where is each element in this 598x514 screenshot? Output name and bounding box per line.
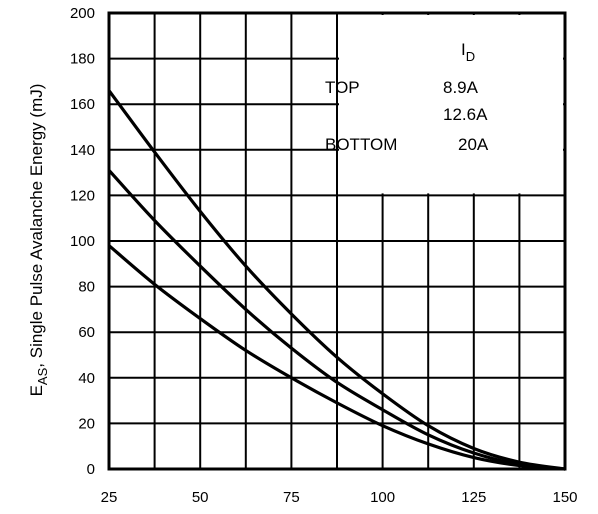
x-tick-label: 100 <box>370 489 395 506</box>
legend-header-sub: D <box>466 49 475 64</box>
legend-value-12-6a: 12.6A <box>443 105 488 124</box>
y-axis-label-main: E <box>27 385 46 396</box>
y-tick-label: 100 <box>70 233 95 250</box>
series-group <box>107 89 566 471</box>
y-axis-label-sub: AS <box>35 367 50 385</box>
plot-frame <box>107 11 567 471</box>
y-tick-labels: 0 20 40 60 80 100 120 140 160 180 200 <box>70 5 95 478</box>
x-tick-label: 25 <box>101 489 118 506</box>
legend-header-main: I <box>461 40 466 59</box>
y-axis-label-rest: , Single Pulse Avalanche Energy (mJ) <box>27 84 46 368</box>
legend-label-bottom: BOTTOM <box>325 135 397 154</box>
x-tick-label: 50 <box>192 489 209 506</box>
x-tick-label: 150 <box>552 489 577 506</box>
series-line-1 <box>107 169 566 471</box>
legend: ID TOP 8.9A 12.6A BOTTOM 20A <box>325 40 489 154</box>
y-tick-label: 20 <box>78 415 95 432</box>
y-tick-label: 200 <box>70 5 95 22</box>
legend-header: ID <box>461 40 475 64</box>
y-tick-label: 40 <box>78 370 95 387</box>
y-tick-label: 140 <box>70 142 95 159</box>
x-tick-label: 125 <box>461 489 486 506</box>
legend-box <box>339 15 563 194</box>
legend-value-8-9a: 8.9A <box>443 78 479 97</box>
y-tick-label: 80 <box>78 279 95 296</box>
y-tick-label: 0 <box>87 461 95 478</box>
x-tick-label: 75 <box>283 489 300 506</box>
x-tick-labels: 25 50 75 100 125 150 <box>101 489 578 506</box>
legend-value-20a: 20A <box>458 135 489 154</box>
series-line-0 <box>107 89 566 471</box>
y-tick-label: 120 <box>70 187 95 204</box>
y-tick-label: 160 <box>70 96 95 113</box>
y-axis-label: EAS, Single Pulse Avalanche Energy (mJ) <box>27 84 50 397</box>
y-tick-label: 60 <box>78 324 95 341</box>
y-tick-label: 180 <box>70 51 95 68</box>
legend-label-top: TOP <box>325 78 360 97</box>
series-line-2 <box>107 244 566 471</box>
